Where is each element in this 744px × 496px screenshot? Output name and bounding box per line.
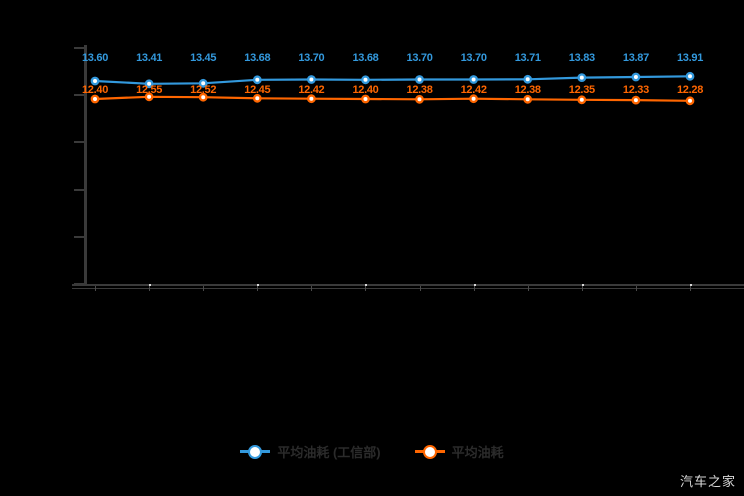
chart-legend: 平均油耗 (工信部) 平均油耗 [0,438,744,464]
x-axis-tick-highlight [690,284,692,286]
x-axis-tick-highlight [149,284,151,286]
y-axis-tick [74,47,85,49]
x-axis-tick [420,286,421,291]
y-axis-tick [74,94,85,97]
data-point-marker [469,75,478,84]
data-point-marker [361,94,370,104]
data-point-marker [577,73,587,83]
legend-marker-orange-icon [414,444,445,459]
legend-entry-series-2[interactable]: 平均油耗 [414,442,504,461]
data-label: 13.70 [460,52,487,64]
data-point-marker [469,94,478,104]
x-axis-tick [528,286,529,291]
data-label: 13.68 [352,52,379,64]
x-axis-tick [257,286,258,291]
data-label: 13.70 [298,52,325,64]
x-axis-tick-highlight [474,284,476,286]
data-point-marker [198,92,208,102]
data-label: 12.42 [298,84,325,96]
data-label: 13.60 [81,52,109,64]
data-label: 12.42 [460,84,487,96]
series-line-1 [94,75,691,85]
data-label: 13.45 [190,52,217,64]
data-point-marker [306,75,316,84]
data-label: 13.91 [676,52,704,64]
legend-label-series-2: 平均油耗 [451,444,504,460]
data-label: 12.35 [568,84,595,96]
data-point-marker [415,75,424,84]
data-label: 12.45 [244,84,271,96]
legend-label-series-1: 平均油耗 (工信部) [277,444,381,460]
y-axis-tick [74,235,85,238]
data-label: 13.87 [622,52,649,64]
data-label: 13.41 [136,52,163,64]
data-point-marker [523,94,533,104]
data-label: 13.68 [244,52,271,64]
series-line-2 [94,95,691,102]
data-label: 13.71 [514,52,541,64]
data-point-marker [361,75,370,85]
watermark: 汽车之家 [679,475,736,490]
data-point-marker [252,75,262,85]
data-label: 12.38 [406,84,433,96]
data-point-marker [144,92,154,102]
y-axis-spine [84,45,87,286]
data-point-marker [631,72,641,82]
data-point-marker [685,96,695,106]
legend-entry-series-1[interactable]: 平均油耗 (工信部) [240,442,381,461]
x-axis-tick-highlight [257,284,259,286]
x-axis-tick [203,286,204,291]
data-point-marker [577,95,587,105]
x-axis-tick [311,286,312,291]
data-label: 12.52 [190,84,217,96]
data-point-marker [198,78,208,88]
data-point-marker [144,79,154,89]
x-axis-tick [474,286,475,291]
x-axis-spine [72,284,744,286]
y-axis-tick [74,283,85,285]
data-label: 12.33 [622,84,649,96]
x-axis-tick [149,286,150,291]
legend-marker-blue-icon [240,444,271,459]
data-point-marker [685,71,695,81]
y-axis-tick [74,188,85,191]
data-point-marker [90,94,100,104]
data-label: 12.40 [352,84,379,96]
data-point-marker [415,94,424,104]
x-axis-tick [582,286,583,291]
data-label: 13.70 [406,52,433,64]
x-axis-tick-highlight [365,284,367,286]
data-label: 12.40 [81,84,109,96]
data-point-marker [523,74,533,84]
y-axis-tick [74,141,85,144]
data-label: 12.28 [676,84,704,96]
data-label: 12.55 [136,84,163,96]
data-label: 13.83 [568,52,595,64]
x-axis-tick [636,286,637,291]
x-axis-tick [365,286,366,291]
x-axis-tick [95,286,96,291]
x-axis-spine-secondary [72,288,744,289]
data-point-marker [252,93,262,103]
data-label: 12.38 [514,84,541,96]
x-axis-tick-highlight [582,284,584,286]
data-point-marker [631,95,641,105]
x-axis-tick [690,286,691,291]
data-point-marker [90,76,100,86]
data-point-marker [306,94,316,104]
